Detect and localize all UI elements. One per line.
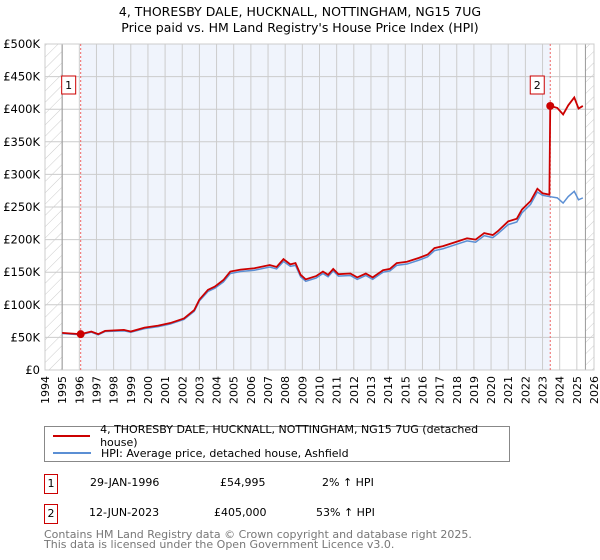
- footer-line: This data is licensed under the Open Gov…: [44, 538, 395, 551]
- x-tick-label: 2010: [314, 376, 327, 404]
- x-tick-label: 2022: [519, 376, 532, 404]
- x-tick-label: 2003: [193, 376, 206, 404]
- transaction-date: 29-JAN-1996: [90, 476, 160, 489]
- x-tick-label: 2020: [485, 376, 498, 404]
- transaction-date: 12-JUN-2023: [89, 506, 160, 519]
- x-tick-label: 2002: [176, 376, 189, 404]
- x-tick-label: 2012: [348, 376, 361, 404]
- y-tick-label: £150K: [3, 265, 40, 279]
- transaction-price: £54,995: [220, 476, 266, 489]
- x-tick-label: 2023: [537, 376, 550, 404]
- x-tick-label: 2025: [571, 376, 584, 404]
- legend-swatch-blue: [53, 452, 91, 454]
- y-tick-label: £250K: [3, 200, 40, 214]
- legend-label: 4, THORESBY DALE, HUCKNALL, NOTTINGHAM, …: [100, 423, 479, 449]
- x-tick-label: 1998: [108, 376, 121, 404]
- legend: 4, THORESBY DALE, HUCKNALL, NOTTINGHAM, …: [44, 423, 510, 462]
- x-tick-label: 2024: [554, 376, 567, 404]
- x-tick-label: 2009: [296, 376, 309, 404]
- y-tick-label: £0: [25, 363, 40, 377]
- chart-title: 4, THORESBY DALE, HUCKNALL, NOTTINGHAM, …: [118, 4, 482, 19]
- legend-item-property: 4, THORESBY DALE, HUCKNALL, NOTTINGHAM, …: [53, 423, 509, 449]
- x-tick-label: 2026: [588, 376, 600, 404]
- plot-frame: [44, 43, 595, 371]
- sale-marker-box: [61, 75, 77, 95]
- sale-marker-box: [529, 75, 545, 95]
- x-tick-label: 2017: [434, 376, 447, 404]
- x-tick-label: 2016: [416, 376, 429, 404]
- x-tick-label: 2008: [279, 376, 292, 404]
- y-tick-label: £500K: [3, 37, 40, 51]
- x-tick-label: 2004: [211, 376, 224, 404]
- transaction-marker: 2: [44, 504, 58, 524]
- footer-line: Contains HM Land Registry data © Crown c…: [44, 528, 472, 541]
- legend-label: HPI: Average price, detached house, Ashf…: [101, 446, 349, 460]
- x-tick-label: 1994: [39, 376, 52, 404]
- x-tick-label: 2007: [262, 376, 275, 404]
- y-tick-label: £100K: [3, 298, 40, 312]
- transaction-hpi: 2% ↑ HPI: [322, 476, 374, 489]
- y-tick-label: £350K: [3, 135, 40, 149]
- y-tick-label: £300K: [3, 167, 40, 181]
- y-tick-label: £50K: [11, 330, 41, 344]
- legend-swatch-red: [53, 435, 91, 437]
- sale-marker-label: 2: [534, 79, 541, 92]
- x-tick-label: 2019: [468, 376, 481, 404]
- transaction-price: £405,000: [214, 506, 267, 519]
- x-tick-label: 2013: [365, 376, 378, 404]
- footer: Contains HM Land Registry data © Crown c…: [44, 528, 472, 551]
- price-chart: 1994 1995 1996 1997 1998 1999 2000 2001 2002 2003…: [3, 37, 600, 404]
- x-tick-label: 2021: [502, 376, 515, 404]
- property-series-line: [62, 95, 584, 336]
- hpi-series-line: [62, 190, 584, 336]
- x-tick-label: 2018: [451, 376, 464, 404]
- chart-subtitle: Price paid vs. HM Land Registry's House …: [121, 20, 479, 35]
- x-tick-label: 2001: [159, 376, 172, 404]
- transaction-marker: 1: [44, 474, 58, 494]
- x-tick-label: 2006: [245, 376, 258, 404]
- transaction-hpi: 53% ↑ HPI: [316, 506, 375, 519]
- x-tick-label: 2015: [399, 376, 412, 404]
- y-tick-label: £200K: [3, 233, 40, 247]
- x-tick-label: 2011: [331, 376, 344, 404]
- x-tick-label: 1999: [125, 376, 138, 404]
- x-tick-label: 2000: [142, 376, 155, 404]
- x-tick-label: 2005: [228, 376, 241, 404]
- sale-point: [546, 101, 555, 110]
- y-tick-label: £450K: [3, 70, 40, 84]
- sale-marker-label: 1: [65, 79, 72, 92]
- x-tick-label: 1997: [90, 376, 103, 404]
- x-tick-label: 1996: [73, 376, 86, 404]
- sale-point: [76, 330, 85, 339]
- x-tick-label: 1995: [56, 376, 69, 404]
- y-tick-label: £400K: [3, 102, 40, 116]
- legend-item-hpi: HPI: Average price, detached house, Ashf…: [53, 445, 349, 461]
- x-tick-label: 2014: [382, 376, 395, 404]
